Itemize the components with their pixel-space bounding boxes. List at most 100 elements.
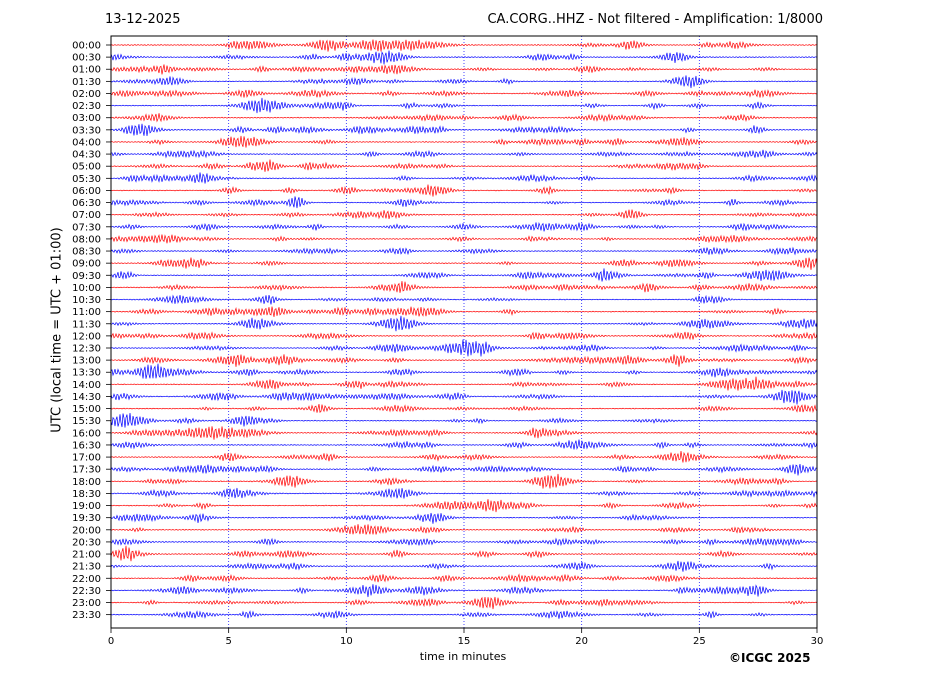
seismic-trace	[110, 376, 818, 391]
row-time-label: 04:30	[72, 150, 101, 161]
row-time-label: 01:00	[72, 65, 101, 76]
seismic-trace	[110, 545, 818, 562]
seismic-trace	[110, 412, 818, 428]
row-time-label: 17:00	[72, 453, 101, 464]
seismic-trace	[110, 464, 818, 476]
seismic-trace	[110, 89, 818, 99]
row-time-label: 05:30	[72, 174, 101, 185]
x-tick-label: 15	[458, 636, 471, 647]
row-time-label: 09:30	[72, 271, 101, 282]
seismic-trace	[110, 159, 818, 172]
seismic-trace	[110, 487, 818, 499]
seismic-trace	[110, 234, 818, 244]
row-time-label: 17:30	[72, 465, 101, 476]
chart-title: CA.CORG..HHZ - Not filtered - Amplificat…	[487, 12, 823, 27]
seismic-trace	[110, 149, 818, 159]
row-time-label: 10:00	[72, 283, 101, 294]
seismic-trace	[110, 315, 818, 332]
seismic-trace	[110, 389, 818, 405]
row-time-label: 22:30	[72, 586, 101, 597]
seismic-trace	[110, 209, 818, 220]
row-time-label: 02:00	[72, 89, 101, 100]
row-time-label: 11:00	[72, 307, 101, 318]
row-time-label: 18:00	[72, 477, 101, 488]
x-axis-label: time in minutes	[419, 650, 507, 663]
seismic-trace	[110, 294, 818, 305]
seismic-trace	[110, 450, 818, 463]
row-time-label: 20:30	[72, 537, 101, 548]
row-time-label: 10:30	[72, 295, 101, 306]
seismic-trace	[110, 257, 818, 270]
row-time-label: 12:30	[72, 344, 101, 355]
seismic-trace	[110, 50, 818, 65]
seismic-trace	[110, 246, 818, 256]
seismic-trace	[110, 64, 818, 75]
seismic-trace	[110, 512, 818, 524]
seismic-trace	[110, 596, 818, 610]
seismic-trace	[110, 426, 818, 440]
row-time-label: 03:00	[72, 113, 101, 124]
seismic-trace	[110, 172, 818, 184]
seismic-trace	[110, 473, 818, 489]
seismic-trace	[110, 354, 818, 367]
row-time-label: 14:30	[72, 392, 101, 403]
row-time-label: 13:00	[72, 356, 101, 367]
row-time-label: 16:30	[72, 440, 101, 451]
x-tick-label: 5	[225, 636, 231, 647]
x-tick-label: 0	[108, 636, 114, 647]
seismic-trace	[110, 221, 818, 232]
x-tick-label: 10	[340, 636, 353, 647]
row-time-label: 23:00	[72, 598, 101, 609]
row-time-label: 16:00	[72, 428, 101, 439]
seismic-trace	[110, 268, 818, 282]
row-time-label: 07:00	[72, 210, 101, 221]
row-time-label: 11:30	[72, 319, 101, 330]
seismic-trace	[110, 39, 818, 52]
seismic-trace	[110, 306, 818, 317]
row-time-label: 06:00	[72, 186, 101, 197]
seismic-trace	[110, 439, 818, 450]
seismic-trace	[110, 196, 818, 209]
seismic-trace	[110, 123, 818, 136]
row-time-label: 00:00	[72, 41, 101, 52]
row-time-label: 09:00	[72, 259, 101, 270]
row-time-label: 19:00	[72, 501, 101, 512]
row-time-label: 22:00	[72, 574, 101, 585]
seismic-trace	[110, 75, 818, 89]
row-time-label: 15:00	[72, 404, 101, 415]
seismic-trace	[110, 560, 818, 572]
seismic-trace	[110, 331, 818, 341]
row-time-label: 04:00	[72, 137, 101, 148]
date-label: 13-12-2025	[105, 12, 181, 27]
seismic-trace	[110, 403, 818, 413]
row-time-label: 12:00	[72, 331, 101, 342]
row-time-label: 14:00	[72, 380, 101, 391]
row-time-label: 18:30	[72, 489, 101, 500]
plot-frame	[110, 35, 818, 629]
row-time-label: 20:00	[72, 525, 101, 536]
row-time-label: 01:30	[72, 77, 101, 88]
seismic-trace	[110, 584, 818, 598]
seismic-trace	[110, 537, 818, 547]
seismic-trace	[110, 97, 818, 114]
x-tick-label: 30	[811, 636, 824, 647]
row-time-label: 03:30	[72, 125, 101, 136]
seismic-trace	[110, 363, 818, 379]
row-time-label: 06:30	[72, 198, 101, 209]
seismic-trace	[110, 524, 818, 535]
y-axis-label: UTC (local time = UTC + 01:00)	[49, 227, 65, 433]
row-time-label: 08:00	[72, 234, 101, 245]
row-time-label: 21:30	[72, 562, 101, 573]
row-time-label: 19:30	[72, 513, 101, 524]
row-time-label: 05:00	[72, 162, 101, 173]
row-time-label: 00:30	[72, 53, 101, 64]
row-time-label: 02:30	[72, 101, 101, 112]
seismic-trace	[110, 184, 818, 197]
row-time-label: 08:30	[72, 247, 101, 258]
seismic-trace	[110, 113, 818, 123]
row-time-label: 21:00	[72, 550, 101, 561]
seismic-trace	[110, 281, 818, 293]
row-time-label: 07:30	[72, 222, 101, 233]
row-time-label: 13:30	[72, 368, 101, 379]
